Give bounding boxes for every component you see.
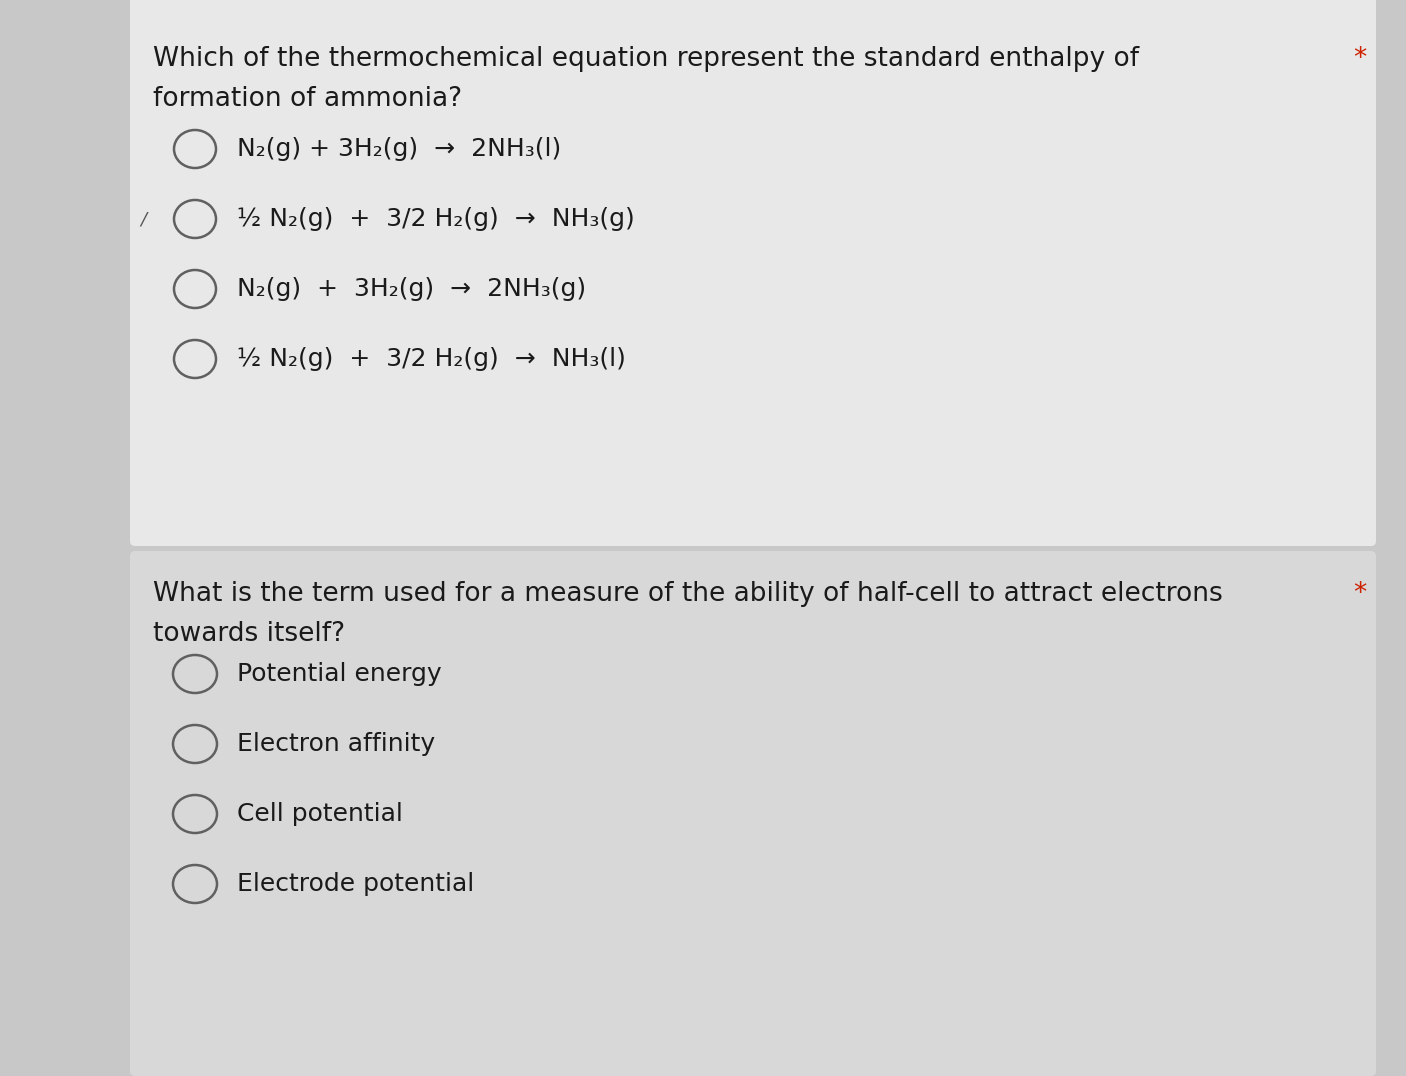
FancyBboxPatch shape bbox=[129, 551, 1376, 1076]
Text: Electrode potential: Electrode potential bbox=[238, 872, 474, 896]
Text: towards itself?: towards itself? bbox=[153, 621, 344, 647]
Text: ½ N₂(g)  +  3/2 H₂(g)  →  NH₃(g): ½ N₂(g) + 3/2 H₂(g) → NH₃(g) bbox=[238, 207, 634, 231]
Text: Potential energy: Potential energy bbox=[238, 662, 441, 686]
Text: *: * bbox=[1353, 46, 1367, 72]
Text: What is the term used for a measure of the ability of half-cell to attract elect: What is the term used for a measure of t… bbox=[153, 581, 1223, 607]
Text: N₂(g)  +  3H₂(g)  →  2NH₃(g): N₂(g) + 3H₂(g) → 2NH₃(g) bbox=[238, 277, 586, 301]
Text: N₂(g) + 3H₂(g)  →  2NH₃(l): N₂(g) + 3H₂(g) → 2NH₃(l) bbox=[238, 137, 561, 161]
Text: *: * bbox=[1353, 581, 1367, 607]
Text: Electron affinity: Electron affinity bbox=[238, 732, 434, 756]
Text: Cell potential: Cell potential bbox=[238, 802, 404, 826]
Text: /: / bbox=[141, 210, 146, 228]
Text: Which of the thermochemical equation represent the standard enthalpy of: Which of the thermochemical equation rep… bbox=[153, 46, 1139, 72]
FancyBboxPatch shape bbox=[129, 0, 1376, 546]
Text: ½ N₂(g)  +  3/2 H₂(g)  →  NH₃(l): ½ N₂(g) + 3/2 H₂(g) → NH₃(l) bbox=[238, 346, 626, 371]
Text: formation of ammonia?: formation of ammonia? bbox=[153, 86, 463, 112]
